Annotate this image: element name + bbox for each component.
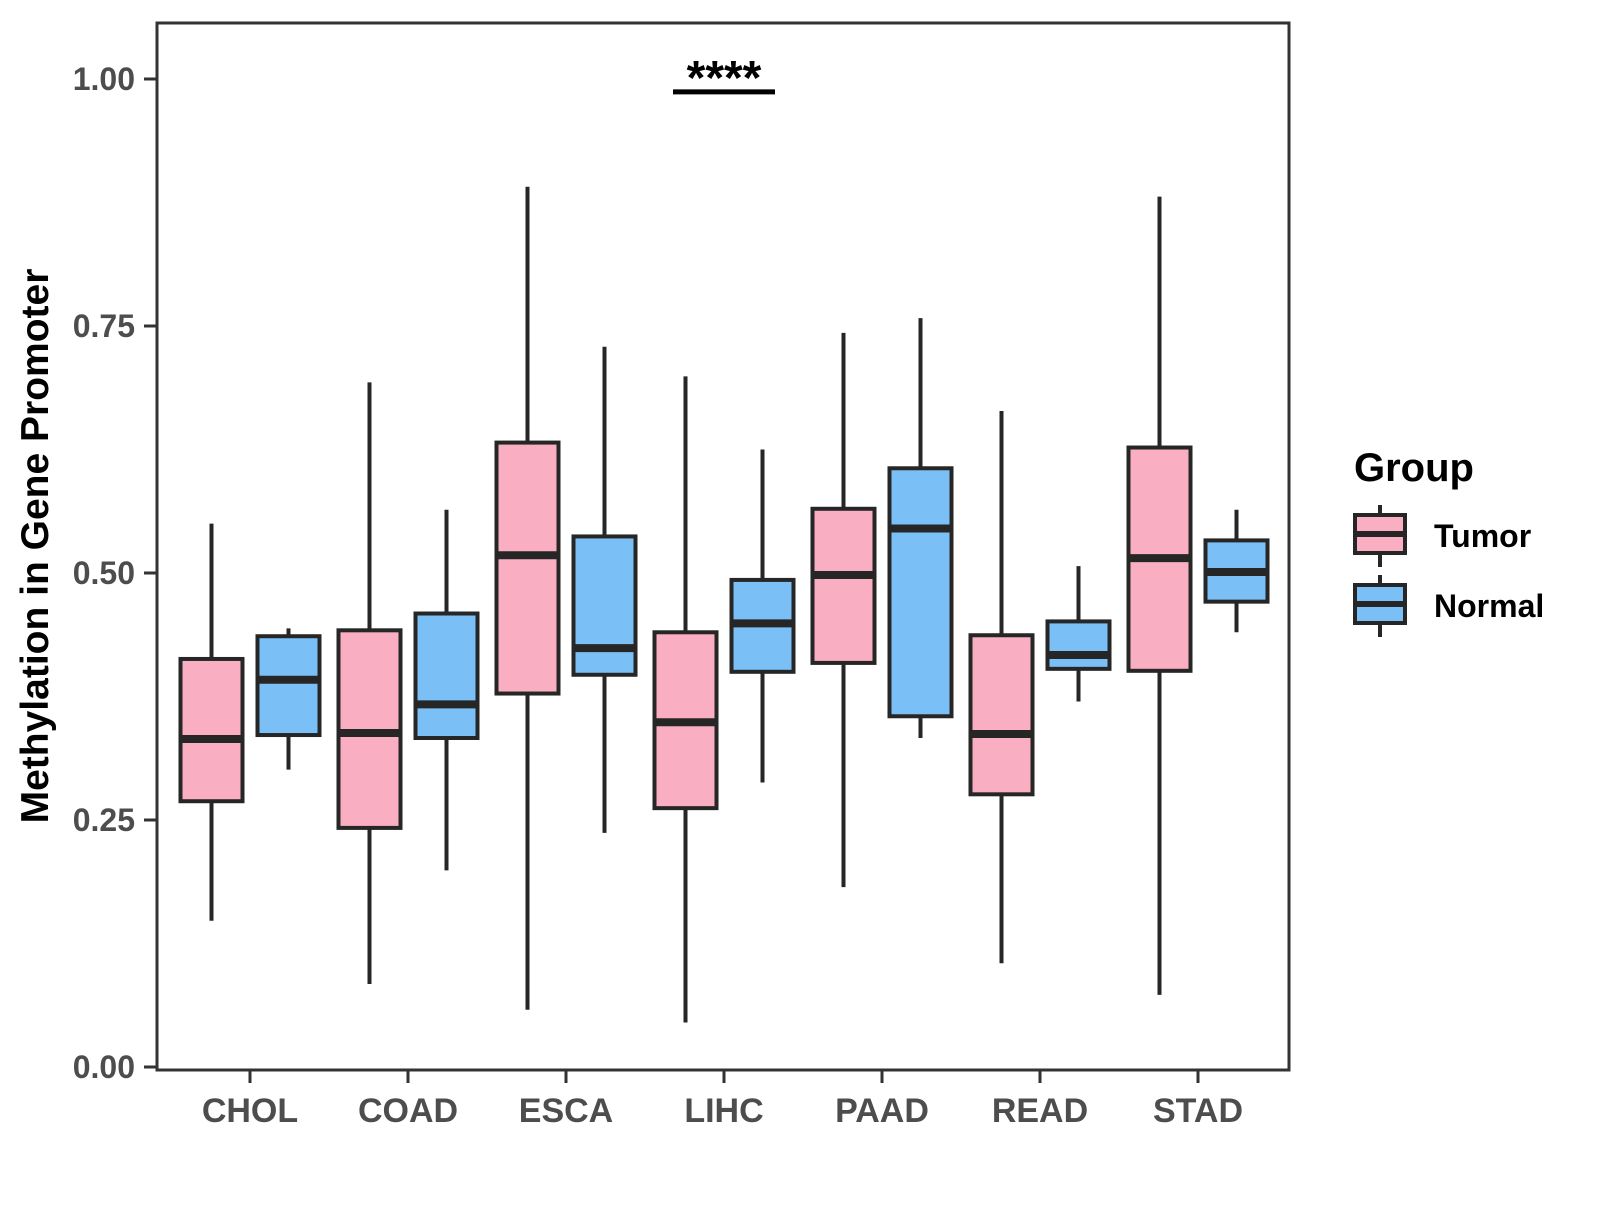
box-PAAD-Normal	[887, 466, 954, 719]
x-axis-label-CHOL: CHOL	[202, 1092, 298, 1130]
legend-item-tumor: Tumor	[1352, 505, 1592, 567]
normal-boxplot-key-icon	[1353, 575, 1407, 637]
y-tick-label: 0.00	[73, 1049, 135, 1085]
x-axis-label-COAD: COAD	[358, 1092, 458, 1130]
y-axis-title: Methylation in Gene Promoter	[14, 268, 57, 824]
box-COAD-Normal	[413, 611, 480, 740]
plot-panel	[155, 21, 1291, 1072]
box-READ-Normal	[1045, 619, 1112, 671]
x-axis-label-ESCA: ESCA	[519, 1092, 613, 1130]
tumor-boxplot-key-icon	[1353, 505, 1407, 567]
y-tick-label: 0.75	[73, 308, 135, 344]
box-ESCA-Normal	[571, 534, 638, 677]
significance-stars: ****	[687, 52, 762, 105]
x-axis-label-LIHC: LIHC	[684, 1092, 763, 1130]
legend-title: Group	[1354, 446, 1474, 490]
x-axis-label-READ: READ	[992, 1092, 1088, 1130]
box-CHOL-Tumor	[178, 656, 245, 804]
box-PAAD-Tumor	[810, 506, 877, 665]
y-tick-label: 0.50	[73, 555, 135, 591]
legend: Group Tumor Normal	[1352, 446, 1592, 645]
legend-label-tumor: Tumor	[1434, 517, 1532, 554]
legend-label-normal: Normal	[1434, 587, 1545, 624]
legend-item-normal: Normal	[1352, 575, 1592, 637]
box-ESCA-Tumor	[494, 440, 561, 696]
box-READ-Tumor	[968, 633, 1035, 797]
x-axis-label-PAAD: PAAD	[835, 1092, 929, 1130]
y-tick-label: 0.25	[73, 802, 135, 838]
x-axis-label-STAD: STAD	[1153, 1092, 1243, 1130]
y-tick-label: 1.00	[73, 61, 135, 97]
box-CHOL-Normal	[255, 634, 322, 738]
